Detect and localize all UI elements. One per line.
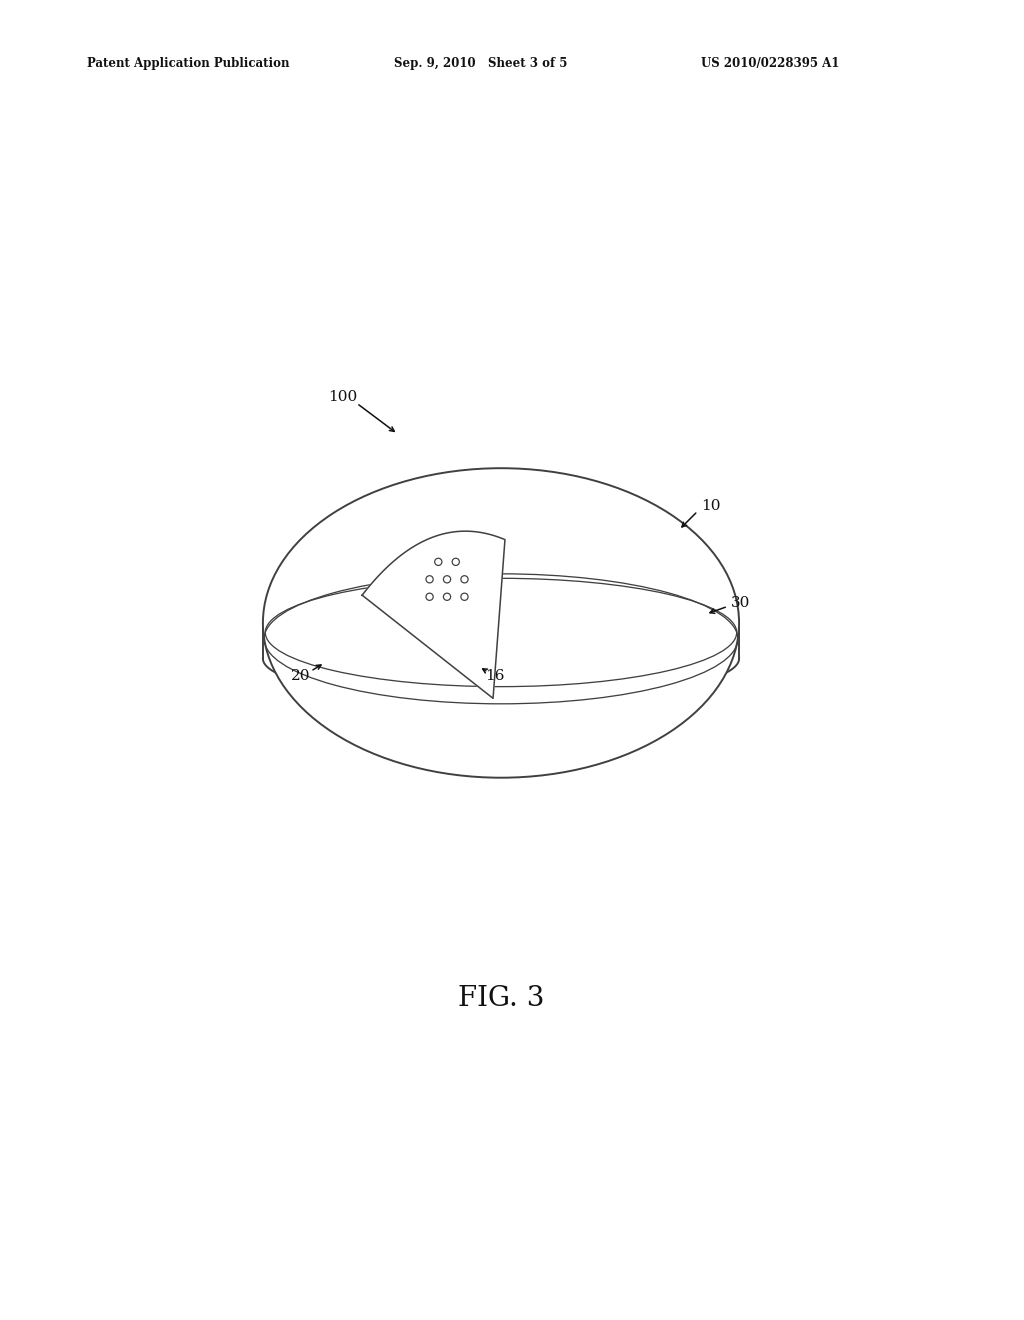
Text: 16: 16 bbox=[485, 669, 505, 684]
Text: 20: 20 bbox=[291, 669, 310, 684]
Polygon shape bbox=[362, 531, 505, 698]
Text: 100: 100 bbox=[328, 389, 357, 404]
Text: 30: 30 bbox=[731, 597, 751, 610]
Text: US 2010/0228395 A1: US 2010/0228395 A1 bbox=[701, 57, 840, 70]
Text: Patent Application Publication: Patent Application Publication bbox=[87, 57, 290, 70]
Text: 10: 10 bbox=[701, 499, 721, 513]
Ellipse shape bbox=[263, 469, 739, 777]
Ellipse shape bbox=[272, 638, 340, 680]
Text: FIG. 3: FIG. 3 bbox=[458, 985, 544, 1012]
Text: Sep. 9, 2010   Sheet 3 of 5: Sep. 9, 2010 Sheet 3 of 5 bbox=[394, 57, 567, 70]
